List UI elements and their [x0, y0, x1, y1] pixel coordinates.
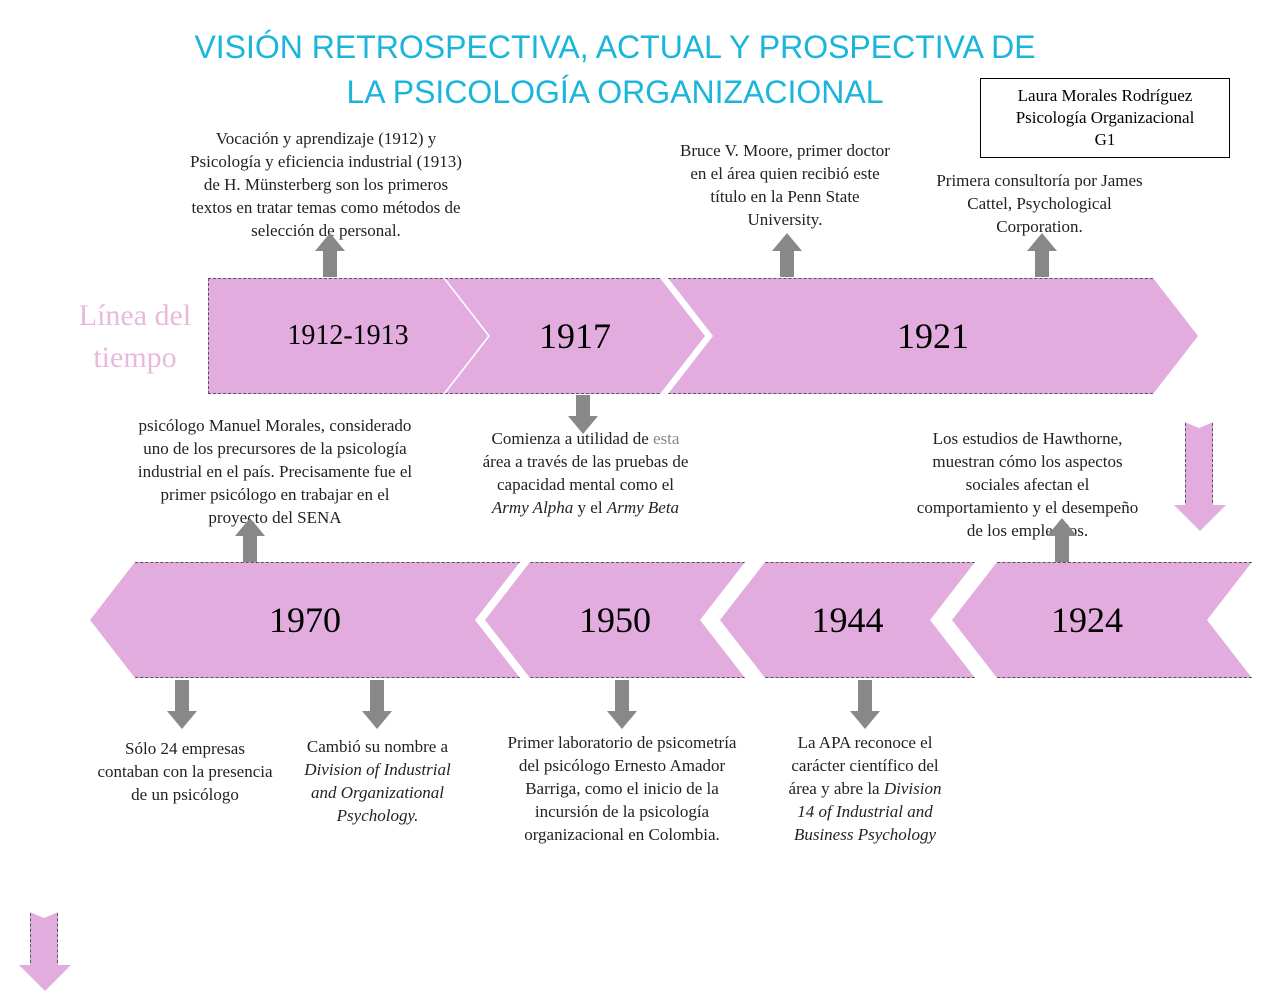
title-line-1: VISIÓN RETROSPECTIVA, ACTUAL Y PROSPECTI…: [194, 29, 1035, 65]
arrow-down-icon: [175, 680, 189, 715]
desc-1970-b2: Cambió su nombre a Division of Industria…: [300, 736, 455, 828]
arrow-up-icon: [323, 247, 337, 277]
year-label: 1921: [897, 315, 969, 357]
chevron-1970: 1970: [90, 562, 520, 678]
arrow-up-icon: [780, 247, 794, 277]
continue-arrow-icon: [1185, 418, 1213, 508]
arrow-up-icon: [1055, 532, 1069, 562]
year-label: 1970: [269, 599, 341, 641]
timeline-label: Línea del tiempo: [60, 295, 210, 379]
arrow-down-icon: [576, 395, 590, 420]
desc-1917-below: Comienza a utilidad de esta área a travé…: [478, 428, 693, 520]
chevron-1924: 1924: [952, 562, 1252, 678]
author-name: Laura Morales Rodríguez: [1018, 86, 1193, 105]
year-label: 1950: [579, 599, 651, 641]
desc-1950: Primer laboratorio de psicometría del ps…: [500, 732, 744, 847]
timeline-label-1: Línea del: [79, 299, 191, 332]
year-label: 1912-1913: [287, 320, 408, 352]
arrow-down-icon: [370, 680, 384, 715]
year-label: 1944: [812, 599, 884, 641]
author-box: Laura Morales Rodríguez Psicología Organ…: [980, 78, 1230, 158]
arrow-up-icon: [243, 532, 257, 562]
continue-arrow-icon: [30, 908, 58, 968]
desc-1924-above: Los estudios de Hawthorne, muestran cómo…: [910, 428, 1145, 543]
desc-1917-above: Bruce V. Moore, primer doctor en el área…: [672, 140, 898, 232]
timeline-label-2: tiempo: [93, 341, 176, 374]
chevron-1944: 1944: [720, 562, 975, 678]
desc-1970-above: psicólogo Manuel Morales, considerado un…: [135, 415, 415, 530]
year-label: 1924: [1051, 599, 1123, 641]
title-line-2: LA PSICOLOGÍA ORGANIZACIONAL: [346, 74, 883, 110]
arrow-down-icon: [858, 680, 872, 715]
arrow-up-icon: [1035, 247, 1049, 277]
chevron-1921: 1921: [668, 278, 1198, 394]
desc-1944: La APA reconoce el carácter científico d…: [780, 732, 950, 847]
author-course: Psicología Organizacional: [1016, 108, 1195, 127]
chevron-1950: 1950: [485, 562, 745, 678]
desc-1912: Vocación y aprendizaje (1912) y Psicolog…: [190, 128, 462, 243]
author-group: G1: [1095, 130, 1116, 149]
desc-1921: Primera consultoría por James Cattel, Ps…: [932, 170, 1147, 239]
page-title: VISIÓN RETROSPECTIVA, ACTUAL Y PROSPECTI…: [160, 25, 1070, 115]
arrow-down-icon: [615, 680, 629, 715]
chevron-1912: 1912-1913: [208, 278, 488, 394]
year-label: 1917: [539, 315, 611, 357]
desc-1970-b1: Sólo 24 empresas contaban con la presenc…: [95, 738, 275, 807]
